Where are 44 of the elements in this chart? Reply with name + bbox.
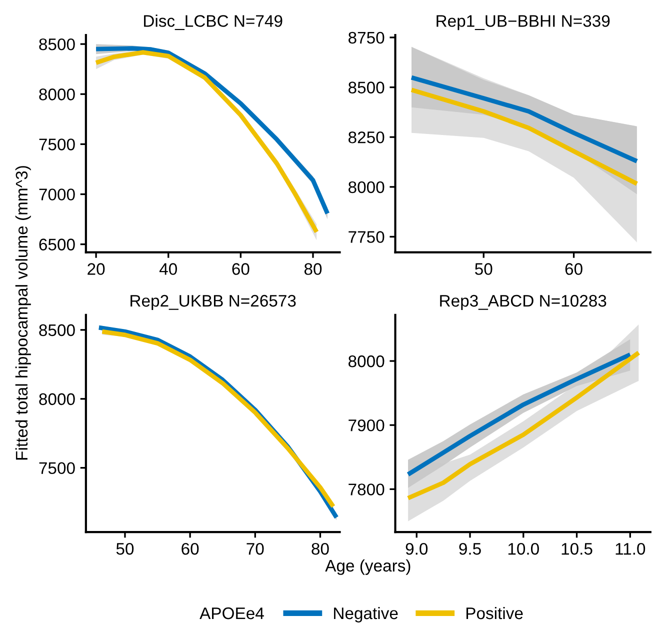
line-series <box>406 350 641 500</box>
x-tick-label: 60 <box>182 542 199 555</box>
y-tick-label: 8000 <box>39 88 75 100</box>
y-tick-label: 8000 <box>39 393 75 406</box>
x-tick-label: 80 <box>304 263 322 275</box>
y-tick-label: 7500 <box>39 462 75 474</box>
y-tick-label: 7500 <box>39 138 75 150</box>
y-tick-label: 8000 <box>348 181 384 194</box>
y-tick-label: 7800 <box>348 484 384 496</box>
x-tick-label: 50 <box>116 542 134 555</box>
legend-label: Positive <box>466 606 523 620</box>
y-tick-label: 6500 <box>39 238 75 250</box>
x-axis-title: Age (years) <box>325 559 410 575</box>
chart-title: Disc_LCBC N=749 <box>144 14 282 30</box>
y-tick-label: 8750 <box>348 32 384 44</box>
line-series <box>409 88 640 186</box>
y-tick-label: 7900 <box>348 419 384 432</box>
y-tick-label: 8500 <box>39 38 75 50</box>
x-tick-label: 50 <box>475 263 492 275</box>
x-tick-label: 40 <box>159 263 177 275</box>
y-tick-label: 8000 <box>348 355 384 368</box>
y-tick-label: 8250 <box>348 131 384 144</box>
x-tick-label: 10.5 <box>562 542 592 555</box>
x-tick-label: 10.0 <box>508 542 539 555</box>
line-series <box>406 352 632 477</box>
y-tick-label: 8500 <box>39 324 75 336</box>
x-tick-label: 60 <box>565 263 582 275</box>
x-tick-label: 80 <box>312 542 329 555</box>
line-series <box>409 75 640 164</box>
x-tick-label: 11.0 <box>616 542 646 555</box>
chart-title: Rep2_UKBB N=26573 <box>130 294 296 310</box>
x-tick-label: 70 <box>246 542 264 555</box>
x-tick-label: 9.5 <box>459 542 481 555</box>
y-tick-label: 7750 <box>348 231 384 243</box>
chart-title: Rep3_ABCD N=10283 <box>440 294 606 310</box>
x-tick-label: 20 <box>88 263 105 275</box>
y-axis-title: Fitted total hippocampal volume (mm^3) <box>15 166 31 460</box>
y-tick-label: 8500 <box>348 82 384 94</box>
y-tick-label: 7000 <box>39 188 75 200</box>
chart-title: Rep1_UB−BBHI N=339 <box>436 15 610 30</box>
legend-title: APOEe4 <box>200 607 264 620</box>
x-tick-label: 9.0 <box>406 542 428 555</box>
legend-label: Negative <box>334 606 398 622</box>
x-tick-label: 60 <box>232 263 250 275</box>
